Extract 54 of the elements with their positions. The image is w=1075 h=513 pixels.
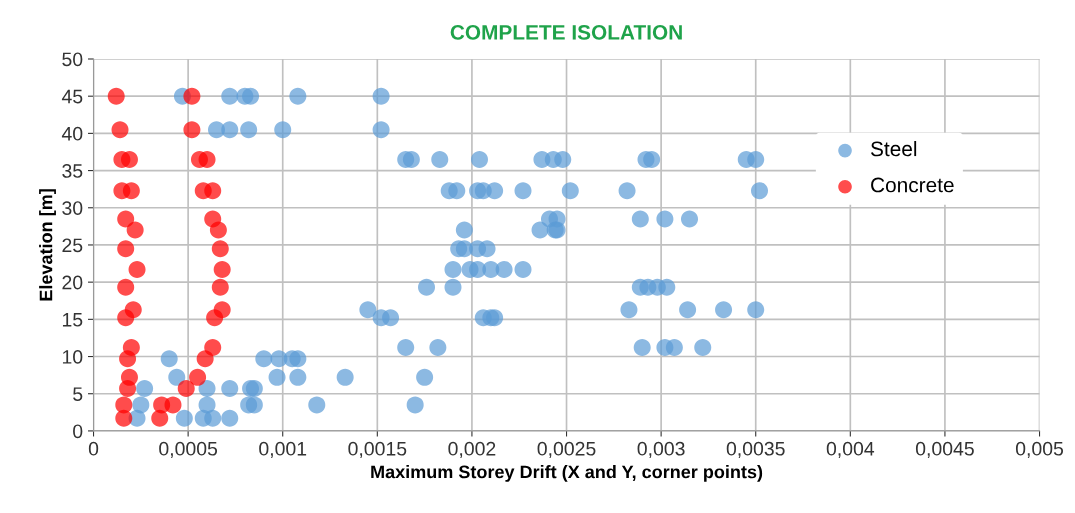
y-tick-label: 50 [62,52,83,67]
y-tick-label: 25 [62,238,83,253]
point [117,278,135,296]
point [209,221,227,239]
point [183,87,201,105]
point [107,87,125,105]
point [196,350,214,368]
x-axis-title: Maximum Storey Drift (X and Y, corner points) [371,465,763,482]
x-tick-label: 0,004 [826,441,875,458]
point [117,309,135,327]
y-tick-label: 45 [61,89,83,104]
point [211,278,229,296]
x-tick-label: 0,0015 [348,441,407,458]
point [206,309,224,327]
point [189,368,207,386]
y-tick-label: 5 [73,387,83,401]
x-tick-label: 0,001 [259,441,307,458]
legend-label: Concrete [871,177,954,193]
point [128,261,146,279]
x-tick-label: 0,0045 [915,441,974,458]
point [177,380,195,398]
point [151,409,169,427]
x-tick-label: 0,005 [1015,441,1064,458]
y-tick-label: 15 [62,313,83,327]
y-axis-title: Elevation [m] [39,189,56,301]
chart-title: COMPLETE ISOLATION [450,25,682,40]
point [120,150,138,168]
point [111,121,129,139]
point [198,150,216,168]
point [119,380,137,398]
point [204,182,222,200]
point [164,396,182,414]
point [122,182,140,200]
y-tick-label: 0 [73,424,83,439]
x-tick-label: 0,0025 [537,441,596,458]
point [119,350,137,368]
y-tick-label: 40 [61,126,83,141]
y-tick-label: 35 [62,164,83,178]
x-tick-label: 0,0005 [159,441,218,458]
x-tick-label: 0,002 [448,441,496,458]
point [117,240,135,258]
x-tick-label: 0 [88,441,99,456]
y-tick-label: 20 [62,275,83,290]
x-tick-label: 0,0035 [726,441,785,458]
point [211,240,229,258]
point [117,210,135,228]
legend-label: Steel [870,140,917,157]
y-tick-label: 10 [62,350,83,364]
point [126,221,144,239]
point [183,121,201,139]
x-tick-label: 0,003 [637,441,685,458]
y-tick-label: 30 [62,201,83,215]
point [115,409,133,427]
point [213,261,231,279]
